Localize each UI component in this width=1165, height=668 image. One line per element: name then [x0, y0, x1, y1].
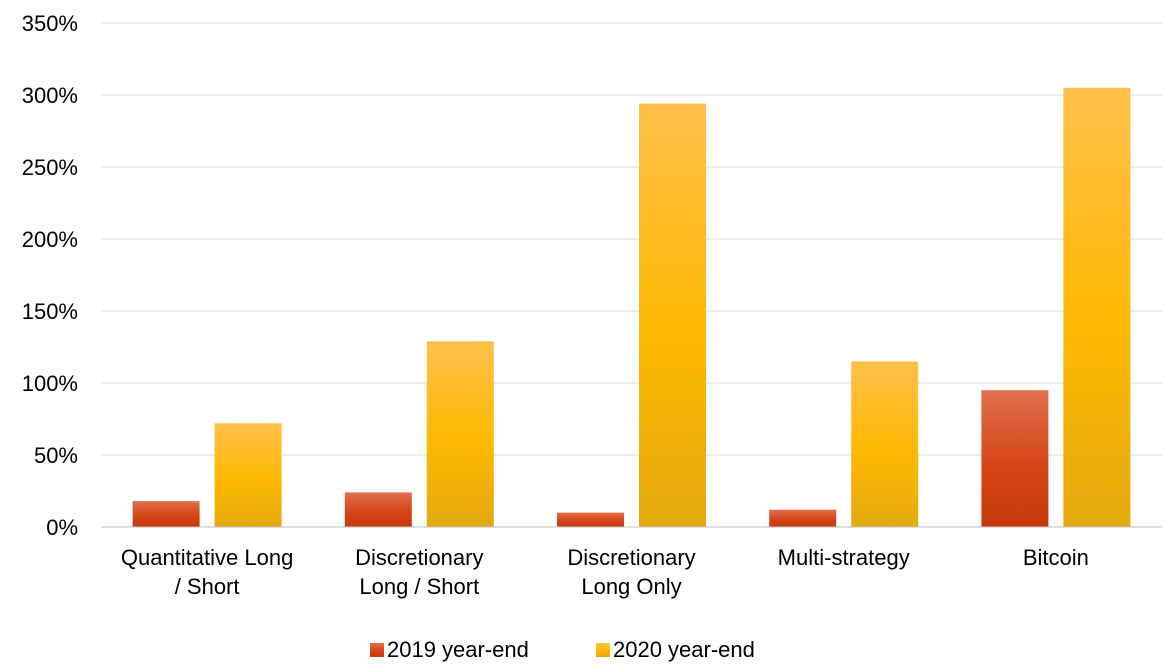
- bar-series-1-cat-5: [981, 390, 1049, 527]
- legend-swatch: [370, 643, 384, 657]
- gridlines: [101, 22, 1162, 456]
- bar-series-2-cat-3: [639, 103, 706, 527]
- x-category-label: Multi-strategy: [778, 545, 910, 570]
- x-category-label: Discretionary Long Only: [567, 545, 695, 599]
- bar-series-2-cat-4: [851, 361, 919, 527]
- x-category-label: Quantitative Long / Short: [121, 545, 293, 599]
- x-category-label: Discretionary Long / Short: [355, 545, 483, 599]
- y-tick-label: 200%: [22, 227, 78, 252]
- y-tick-label: 150%: [22, 299, 78, 324]
- legend-swatch: [596, 643, 610, 657]
- bars: [132, 87, 1131, 528]
- legend: 2019 year-end 2020 year-end: [370, 637, 755, 662]
- y-tick-label: 50%: [34, 443, 78, 468]
- x-axis-category-labels: Quantitative Long / Short Discretionary Lon…: [121, 545, 1089, 599]
- y-tick-label: 300%: [22, 83, 78, 108]
- legend-label: 2019 year-end: [387, 637, 529, 662]
- y-axis-tick-labels: 0% 50% 100% 150% 200% 250% 300% 350%: [22, 11, 78, 540]
- bar-series-1-cat-4: [769, 509, 837, 527]
- x-category-label: Bitcoin: [1023, 545, 1089, 570]
- y-tick-label: 250%: [22, 155, 78, 180]
- bar-series-1-cat-2: [344, 492, 412, 527]
- legend-label: 2020 year-end: [613, 637, 755, 662]
- y-tick-label: 350%: [22, 11, 78, 36]
- bar-series-1-cat-3: [557, 512, 624, 527]
- y-tick-label: 100%: [22, 371, 78, 396]
- bar-series-1-cat-1: [132, 501, 200, 527]
- bar-series-2-cat-5: [1063, 87, 1131, 528]
- y-tick-label: 0%: [46, 515, 78, 540]
- bar-series-2-cat-2: [426, 341, 494, 527]
- bar-series-2-cat-1: [214, 423, 282, 527]
